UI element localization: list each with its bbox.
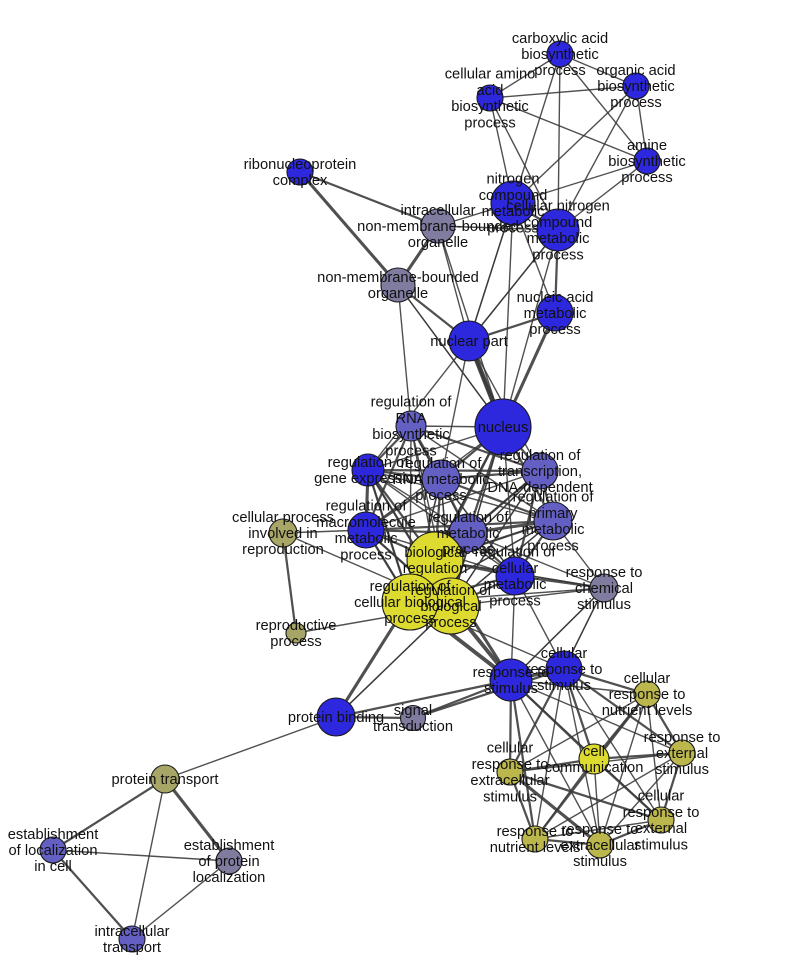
svg-text:process: process: [464, 115, 515, 131]
svg-text:chemical: chemical: [575, 581, 633, 597]
svg-text:involved in: involved in: [248, 526, 317, 542]
svg-text:cellular process: cellular process: [232, 510, 334, 526]
svg-text:establishment: establishment: [184, 838, 275, 854]
svg-text:regulation of: regulation of: [513, 490, 595, 506]
svg-text:process: process: [534, 63, 585, 79]
svg-text:protein binding: protein binding: [288, 710, 384, 726]
svg-text:nucleic acid: nucleic acid: [517, 290, 594, 306]
svg-text:biosynthetic: biosynthetic: [451, 99, 529, 115]
svg-text:cellular amino: cellular amino: [445, 67, 536, 83]
svg-text:non-membrane-bounded: non-membrane-bounded: [357, 219, 519, 235]
svg-text:of protein: of protein: [198, 854, 259, 870]
svg-text:organic acid: organic acid: [596, 63, 675, 79]
svg-text:stimulus: stimulus: [655, 762, 709, 778]
svg-text:extracellular: extracellular: [470, 773, 549, 789]
svg-text:RNA metabolic: RNA metabolic: [392, 472, 489, 488]
svg-text:regulation of: regulation of: [326, 499, 408, 515]
svg-text:biosynthetic: biosynthetic: [597, 79, 675, 95]
svg-text:intracellular: intracellular: [94, 924, 169, 940]
svg-text:process: process: [529, 322, 580, 338]
svg-text:regulation of: regulation of: [328, 455, 410, 471]
svg-text:extracellular: extracellular: [560, 838, 639, 854]
svg-text:biosynthetic: biosynthetic: [608, 154, 686, 170]
svg-text:RNA: RNA: [395, 411, 426, 427]
svg-text:ribonucleoprotein: ribonucleoprotein: [244, 157, 357, 173]
svg-text:reproduction: reproduction: [242, 542, 324, 558]
svg-text:biological: biological: [404, 545, 465, 561]
svg-text:cell: cell: [583, 744, 605, 760]
svg-text:process: process: [489, 593, 540, 609]
svg-text:stimulus: stimulus: [573, 854, 627, 870]
svg-text:metabolic: metabolic: [335, 531, 398, 547]
svg-text:reproductive: reproductive: [256, 618, 337, 634]
svg-text:regulation of: regulation of: [401, 456, 483, 472]
svg-text:response to: response to: [644, 730, 721, 746]
svg-text:signal: signal: [394, 703, 432, 719]
svg-text:regulation of: regulation of: [500, 448, 582, 464]
svg-text:communication: communication: [545, 760, 644, 776]
svg-text:metabolic: metabolic: [524, 306, 587, 322]
svg-text:stimulus: stimulus: [483, 789, 537, 805]
svg-text:cellular: cellular: [638, 789, 685, 805]
svg-text:metabolic: metabolic: [437, 526, 500, 542]
svg-text:biosynthetic: biosynthetic: [372, 427, 450, 443]
svg-text:stimulus: stimulus: [577, 597, 631, 613]
svg-text:process: process: [621, 170, 672, 186]
svg-text:organelle: organelle: [368, 286, 428, 302]
svg-text:cellular biological: cellular biological: [354, 595, 466, 611]
svg-text:biosynthetic: biosynthetic: [521, 47, 599, 63]
svg-text:response to: response to: [472, 757, 549, 773]
svg-text:cellular nitrogen: cellular nitrogen: [506, 199, 610, 215]
svg-text:response to: response to: [566, 565, 643, 581]
svg-text:nucleus: nucleus: [478, 420, 529, 436]
svg-text:process: process: [610, 95, 661, 111]
svg-text:in cell: in cell: [34, 859, 72, 875]
svg-text:acid: acid: [477, 83, 504, 99]
svg-text:stimulus: stimulus: [484, 681, 538, 697]
svg-text:response to: response to: [526, 662, 603, 678]
svg-text:process: process: [384, 611, 435, 627]
svg-text:primary: primary: [529, 506, 579, 522]
svg-text:cellular: cellular: [492, 561, 539, 577]
svg-text:cellular: cellular: [541, 646, 588, 662]
svg-text:regulation: regulation: [403, 561, 468, 577]
svg-text:stimulus: stimulus: [634, 837, 688, 853]
svg-text:process: process: [532, 247, 583, 263]
svg-text:organelle: organelle: [408, 235, 468, 251]
svg-text:response to: response to: [609, 687, 686, 703]
svg-text:stimulus: stimulus: [537, 678, 591, 694]
svg-text:regulation of: regulation of: [475, 545, 557, 561]
svg-text:metabolic: metabolic: [522, 522, 585, 538]
svg-text:protein transport: protein transport: [112, 772, 219, 788]
svg-text:of localization: of localization: [9, 843, 98, 859]
svg-text:transcription,: transcription,: [498, 464, 582, 480]
svg-text:external: external: [656, 746, 708, 762]
svg-text:intracellular: intracellular: [400, 203, 475, 219]
svg-text:nutrient levels: nutrient levels: [602, 703, 693, 719]
svg-text:metabolic: metabolic: [527, 231, 590, 247]
svg-text:nuclear part: nuclear part: [430, 334, 508, 350]
svg-text:transport: transport: [103, 940, 161, 956]
svg-text:metabolic: metabolic: [484, 577, 547, 593]
svg-text:process: process: [415, 488, 466, 504]
svg-text:compound: compound: [524, 215, 593, 231]
svg-text:regulation of: regulation of: [428, 510, 510, 526]
svg-text:carboxylic acid: carboxylic acid: [512, 31, 608, 47]
svg-text:establishment: establishment: [8, 827, 99, 843]
svg-text:external: external: [635, 821, 687, 837]
svg-text:cellular: cellular: [624, 671, 671, 687]
svg-text:regulation of: regulation of: [370, 579, 452, 595]
svg-text:complex: complex: [273, 173, 328, 189]
svg-text:response to: response to: [623, 805, 700, 821]
svg-text:amine: amine: [627, 138, 667, 154]
svg-text:cellular: cellular: [487, 741, 534, 757]
svg-text:process: process: [340, 547, 391, 563]
svg-text:response to: response to: [562, 822, 639, 838]
svg-text:non-membrane-bounded: non-membrane-bounded: [317, 270, 479, 286]
svg-text:nitrogen: nitrogen: [486, 172, 539, 188]
svg-text:transduction: transduction: [373, 719, 453, 735]
svg-text:process: process: [270, 634, 321, 650]
svg-text:regulation of: regulation of: [371, 395, 453, 411]
svg-text:localization: localization: [193, 870, 266, 886]
